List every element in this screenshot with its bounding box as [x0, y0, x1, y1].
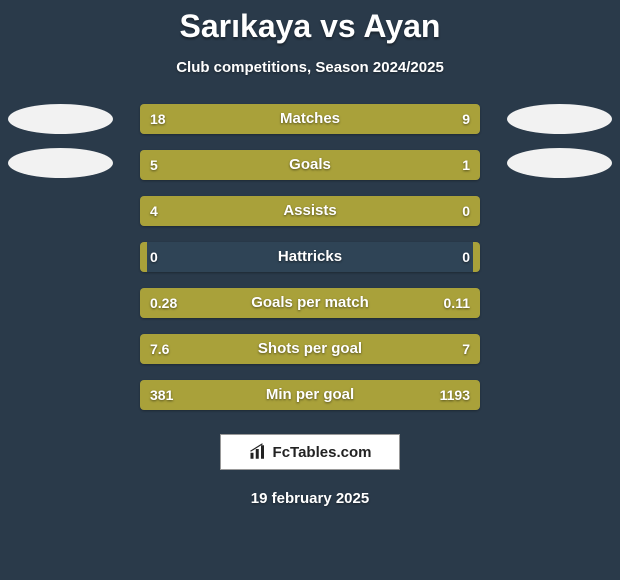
stat-row: 51Goals — [140, 150, 480, 180]
date-label: 19 february 2025 — [0, 490, 620, 507]
stat-rows: 189Matches 51Goals 40Assists 00Hattricks 0.2… — [140, 104, 480, 410]
right-team-logos — [507, 104, 612, 178]
stat-row: 3811193Min per goal — [140, 380, 480, 410]
page-title: Sarıkaya vs Ayan — [0, 0, 620, 45]
left-team-logo-0 — [8, 104, 113, 134]
brand-text: FcTables.com — [273, 444, 372, 461]
comparison-chart: 189Matches 51Goals 40Assists 00Hattricks 0.2… — [0, 104, 620, 410]
right-team-logo-1 — [507, 148, 612, 178]
brand-bars-icon — [249, 443, 267, 461]
stat-row: 189Matches — [140, 104, 480, 134]
stat-label: Hattricks — [140, 242, 480, 272]
brand-box[interactable]: FcTables.com — [220, 434, 400, 470]
stat-label: Goals per match — [140, 288, 480, 318]
stat-label: Matches — [140, 104, 480, 134]
left-team-logo-1 — [8, 148, 113, 178]
right-team-logo-0 — [507, 104, 612, 134]
stat-row: 40Assists — [140, 196, 480, 226]
stat-label: Min per goal — [140, 380, 480, 410]
stat-label: Assists — [140, 196, 480, 226]
subtitle: Club competitions, Season 2024/2025 — [0, 59, 620, 76]
stat-row: 7.67Shots per goal — [140, 334, 480, 364]
stat-row: 00Hattricks — [140, 242, 480, 272]
left-team-logos — [8, 104, 113, 178]
stat-row: 0.280.11Goals per match — [140, 288, 480, 318]
stat-label: Goals — [140, 150, 480, 180]
stat-label: Shots per goal — [140, 334, 480, 364]
